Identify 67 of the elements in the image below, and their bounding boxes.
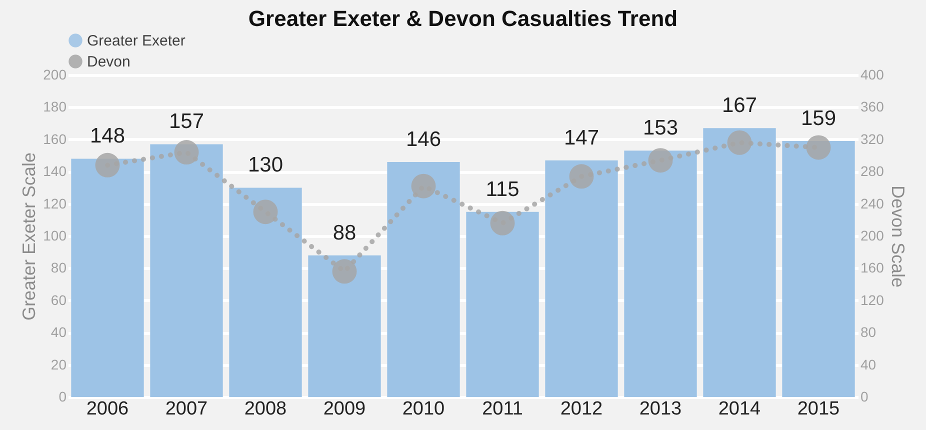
bar [624,150,697,397]
x-tick-label: 2009 [323,398,366,420]
y-tick-label: 160 [43,130,67,147]
y2-tick-label: 280 [860,163,884,180]
x-tick-label: 2011 [482,398,523,420]
y2-tick-label: 160 [860,260,884,276]
data-label: 159 [800,107,836,130]
point [411,174,436,198]
y-tick-label: 180 [43,98,67,115]
bar [782,141,855,397]
bar [229,188,302,397]
x-tick-label: 2008 [244,398,287,420]
data-label: 148 [90,124,126,148]
data-label: 88 [332,221,356,244]
y-tick-label: 140 [43,163,67,180]
point [95,152,120,178]
y2-tick-label: 240 [860,195,884,212]
legend-label: Greater Exeter [87,32,186,50]
x-tick-label: 2015 [797,398,840,420]
bar [308,255,381,397]
data-label: 147 [564,126,600,150]
point [648,148,673,173]
y2-tick-label: 0 [860,388,868,404]
bar [150,144,223,397]
data-label: 153 [642,116,678,140]
y2-tick-label: 120 [860,292,884,308]
bar [71,158,144,397]
point [174,140,199,165]
y2-tick-label: 360 [860,98,884,115]
point [332,259,357,284]
bar [703,128,776,397]
x-tick-label: 2007 [165,398,208,420]
data-label: 115 [486,178,520,201]
data-label: 146 [406,128,442,151]
x-tick-label: 2012 [560,398,603,420]
x-tick-label: 2006 [86,398,129,420]
y2-tick-label: 40 [860,356,876,372]
data-label: 130 [248,154,284,177]
data-label: 167 [722,94,758,118]
y-tick-label: 200 [43,66,67,82]
bar [387,162,460,397]
point [806,135,831,160]
x-tick-label: 2010 [402,398,445,420]
legend-label: Devon [87,54,130,70]
chart-title: Greater Exeter & Devon Casualties Trend [248,6,678,31]
y-tick-label: 100 [43,228,67,244]
y-tick-label: 20 [50,356,67,372]
y2-tick-label: 400 [860,66,884,82]
y-axis-title: Greater Exeter Scale [19,152,40,321]
y2-axis-title: Devon Scale [888,185,908,288]
x-tick-label: 2014 [718,398,762,420]
y-tick-label: 80 [50,260,67,276]
y2-tick-label: 320 [860,130,884,147]
y-tick-label: 0 [58,388,67,404]
y2-tick-label: 200 [860,228,884,244]
y2-tick-label: 80 [860,324,876,340]
data-label: 157 [168,110,204,134]
point [727,130,752,155]
x-tick-label: 2013 [639,398,682,420]
bar [545,160,618,397]
y-tick-label: 120 [43,195,67,212]
point [490,210,515,236]
y-tick-label: 40 [50,324,67,340]
point [569,164,594,189]
point [253,200,278,224]
bar [466,212,539,397]
y-tick-label: 60 [50,292,67,308]
